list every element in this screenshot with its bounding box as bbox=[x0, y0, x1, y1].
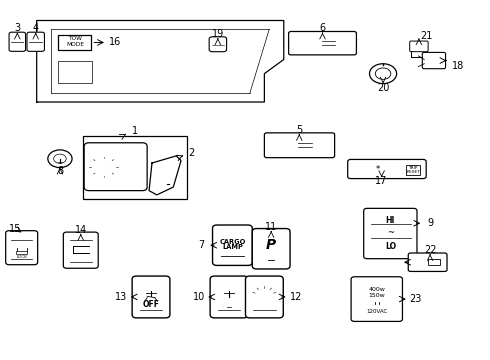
Text: 150w: 150w bbox=[368, 293, 385, 298]
Bar bbox=[58, 61, 93, 82]
Bar bbox=[16, 251, 27, 255]
FancyBboxPatch shape bbox=[213, 225, 252, 265]
Text: 23: 23 bbox=[409, 294, 422, 304]
Text: 22: 22 bbox=[424, 245, 436, 255]
FancyBboxPatch shape bbox=[351, 277, 402, 321]
Text: *: * bbox=[376, 165, 380, 174]
FancyBboxPatch shape bbox=[84, 143, 147, 191]
Text: 3: 3 bbox=[14, 23, 21, 33]
Text: ~: ~ bbox=[387, 228, 394, 237]
Text: 11: 11 bbox=[265, 222, 277, 232]
Text: CARGO: CARGO bbox=[219, 239, 245, 245]
Bar bbox=[428, 260, 440, 265]
Text: 17: 17 bbox=[375, 176, 388, 186]
Text: 5: 5 bbox=[296, 125, 302, 135]
Text: TOW
MODE: TOW MODE bbox=[66, 36, 84, 47]
Text: 18: 18 bbox=[452, 61, 465, 71]
FancyBboxPatch shape bbox=[252, 229, 290, 269]
Text: 13: 13 bbox=[115, 292, 127, 302]
Text: LOCK: LOCK bbox=[16, 255, 27, 259]
Text: OFF: OFF bbox=[143, 300, 160, 309]
Text: 12: 12 bbox=[290, 292, 302, 302]
FancyBboxPatch shape bbox=[132, 276, 170, 318]
Bar bbox=[406, 165, 420, 175]
Text: 15: 15 bbox=[9, 224, 22, 234]
Text: LAMP: LAMP bbox=[222, 244, 243, 250]
FancyBboxPatch shape bbox=[422, 53, 445, 69]
Text: 10: 10 bbox=[193, 292, 205, 302]
Bar bbox=[83, 136, 187, 199]
Text: 14: 14 bbox=[74, 225, 87, 235]
Text: 6: 6 bbox=[319, 23, 325, 33]
Text: 20: 20 bbox=[377, 83, 389, 93]
Text: 21: 21 bbox=[420, 31, 433, 41]
FancyBboxPatch shape bbox=[209, 37, 226, 52]
FancyBboxPatch shape bbox=[27, 32, 45, 51]
Text: TRIP
RESET: TRIP RESET bbox=[406, 166, 420, 174]
Text: 8: 8 bbox=[57, 166, 63, 176]
FancyBboxPatch shape bbox=[289, 31, 356, 55]
FancyBboxPatch shape bbox=[410, 41, 428, 52]
Text: LO: LO bbox=[385, 242, 396, 251]
FancyBboxPatch shape bbox=[364, 208, 417, 259]
Text: 16: 16 bbox=[109, 37, 122, 48]
Text: 2: 2 bbox=[189, 148, 195, 158]
FancyBboxPatch shape bbox=[408, 253, 447, 271]
Text: 120VAC: 120VAC bbox=[366, 309, 388, 314]
Text: 4: 4 bbox=[33, 23, 39, 33]
Text: 1: 1 bbox=[131, 126, 138, 136]
Text: 9: 9 bbox=[427, 218, 433, 228]
FancyBboxPatch shape bbox=[265, 133, 335, 158]
FancyBboxPatch shape bbox=[348, 159, 426, 179]
FancyBboxPatch shape bbox=[245, 276, 283, 318]
FancyBboxPatch shape bbox=[9, 32, 25, 51]
FancyBboxPatch shape bbox=[63, 232, 98, 268]
Bar bbox=[58, 35, 92, 50]
Text: 400w: 400w bbox=[368, 287, 385, 292]
Text: 19: 19 bbox=[212, 29, 224, 39]
FancyBboxPatch shape bbox=[210, 276, 248, 318]
Text: HI: HI bbox=[386, 216, 395, 225]
FancyBboxPatch shape bbox=[6, 231, 38, 265]
Text: 7: 7 bbox=[198, 240, 204, 250]
Text: P: P bbox=[266, 238, 276, 252]
